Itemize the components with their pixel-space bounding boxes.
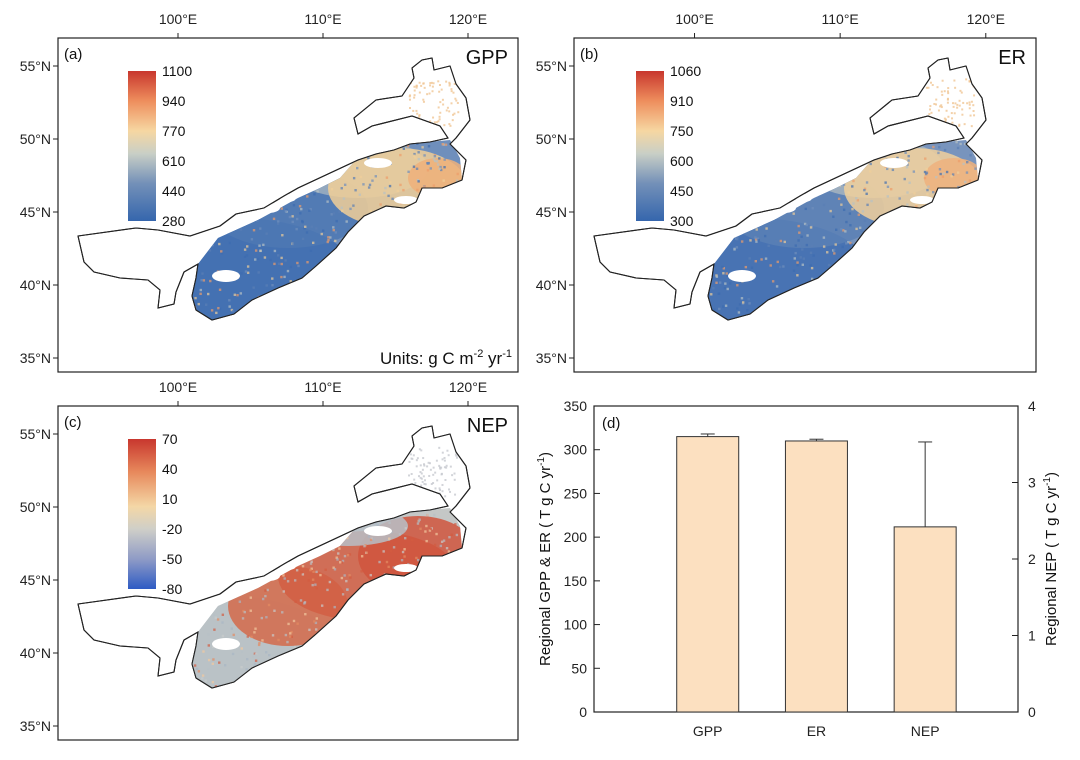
left-axis-tick-label: 50 — [571, 660, 587, 676]
map-panel-c: 100°E 110°E 120°E 55°N 50°N 45°N 40°N 35°N (c) NE… — [20, 379, 519, 741]
colorbar-tick-label: 910 — [670, 93, 694, 109]
map-panel-b: 100°E 110°E 120°E 55°N 50°N 45°N 40°N 35°N (b) ER… — [536, 11, 1037, 373]
map-frame — [573, 37, 1037, 373]
bar-gpp — [676, 436, 740, 713]
colorbar-tick-label: 770 — [162, 123, 186, 139]
colorbar-tick-label: -20 — [162, 521, 182, 537]
lat-tick-label: 45°N — [536, 204, 567, 220]
lon-tick-label: 110°E — [304, 379, 341, 395]
map-frame — [57, 405, 519, 741]
left-axis-tick-label: 300 — [564, 442, 588, 458]
category-label: NEP — [911, 723, 940, 739]
panel-variable-label: ER — [998, 47, 1026, 69]
colorbar-tick-label: -80 — [162, 581, 182, 597]
right-axis-tick-label: 1 — [1028, 628, 1036, 644]
lat-tick-label: 45°N — [20, 204, 51, 220]
colorbar-tick-label: -50 — [162, 551, 182, 567]
colorbar-tick-label: 600 — [670, 153, 694, 169]
right-axis-tick-label: 2 — [1028, 551, 1036, 567]
bar-chart-panel: (d) 0 50 100 150 200 250 300 350 0 1 2 3 4 Regional GP… — [536, 398, 1060, 739]
colorbar-tick-label: 280 — [162, 213, 186, 229]
lon-tick-label: 110°E — [304, 11, 341, 27]
colorbar-tick-label: 940 — [162, 93, 186, 109]
raster-field — [192, 426, 466, 688]
colorbar-tick-label: 610 — [162, 153, 186, 169]
lat-tick-label: 35°N — [536, 350, 567, 366]
lon-tick-label: 110°E — [822, 11, 859, 27]
lat-tick-label: 35°N — [20, 350, 51, 366]
lat-tick-label: 50°N — [536, 131, 567, 147]
bar-nep — [893, 526, 957, 713]
lat-tick-label: 40°N — [536, 277, 567, 293]
colorbar-tick-label: 450 — [670, 183, 694, 199]
colorbar-tick-label: 1100 — [162, 63, 192, 79]
colorbar — [128, 71, 156, 221]
map-panel-a: 100°E 110°E 120°E 55°N 50°N 45°N 40°N 35°N (a) GP… — [20, 11, 519, 373]
panel-corner-label: (d) — [602, 415, 620, 432]
raster-field — [192, 58, 466, 320]
map-frame — [57, 37, 519, 373]
colorbar-tick-label: 750 — [670, 123, 694, 139]
left-axis-tick-label: 150 — [564, 573, 588, 589]
category-label: ER — [807, 723, 826, 739]
lat-tick-label: 35°N — [20, 718, 51, 734]
region-border — [77, 57, 471, 321]
lat-tick-label: 40°N — [20, 277, 51, 293]
panel-corner-label: (c) — [64, 414, 82, 431]
colorbar-tick-label: 440 — [162, 183, 186, 199]
panel-variable-label: NEP — [467, 415, 508, 437]
left-axis-tick-label: 0 — [579, 704, 587, 720]
lon-tick-label: 120°E — [449, 379, 487, 395]
region-map — [77, 57, 471, 321]
right-axis-title: Regional NEP ( T g C yr-1) — [1042, 472, 1060, 646]
left-axis-tick-label: 200 — [564, 529, 588, 545]
region-map — [77, 425, 471, 689]
left-axis-tick-label: 350 — [564, 398, 588, 414]
bar-er — [784, 440, 848, 713]
lon-tick-label: 100°E — [159, 11, 197, 27]
left-axis-title: Regional GPP & ER ( T g C yr-1) — [536, 452, 554, 666]
panel-variable-label: GPP — [466, 47, 508, 69]
lon-tick-label: 100°E — [675, 11, 713, 27]
colorbar — [636, 71, 664, 221]
colorbar-tick-label: 10 — [162, 491, 178, 507]
lon-tick-label: 120°E — [967, 11, 1005, 27]
colorbar-tick-label: 40 — [162, 461, 178, 477]
colorbar — [128, 439, 156, 589]
colorbar-tick-label: 1060 — [670, 63, 701, 79]
left-axis-tick-label: 100 — [564, 617, 588, 633]
colorbar-tick-label: 300 — [670, 213, 694, 229]
region-border — [593, 57, 987, 321]
right-axis-tick-label: 3 — [1028, 475, 1036, 491]
lat-tick-label: 50°N — [20, 499, 51, 515]
category-label: GPP — [693, 723, 723, 739]
region-border — [77, 425, 471, 689]
lat-tick-label: 45°N — [20, 572, 51, 588]
left-axis-tick-label: 250 — [564, 485, 588, 501]
lat-tick-label: 40°N — [20, 645, 51, 661]
lat-tick-label: 55°N — [20, 58, 51, 74]
right-axis-tick-label: 4 — [1028, 398, 1036, 414]
units-label: Units: g C m-2 yr-1 — [380, 348, 512, 368]
right-axis-tick-label: 0 — [1028, 704, 1036, 720]
lat-tick-label: 50°N — [20, 131, 51, 147]
panel-corner-label: (a) — [64, 46, 82, 63]
lon-tick-label: 120°E — [449, 11, 487, 27]
lat-tick-label: 55°N — [20, 426, 51, 442]
lat-tick-label: 55°N — [536, 58, 567, 74]
panel-corner-label: (b) — [580, 46, 598, 63]
lon-tick-label: 100°E — [159, 379, 197, 395]
colorbar-tick-label: 70 — [162, 431, 178, 447]
